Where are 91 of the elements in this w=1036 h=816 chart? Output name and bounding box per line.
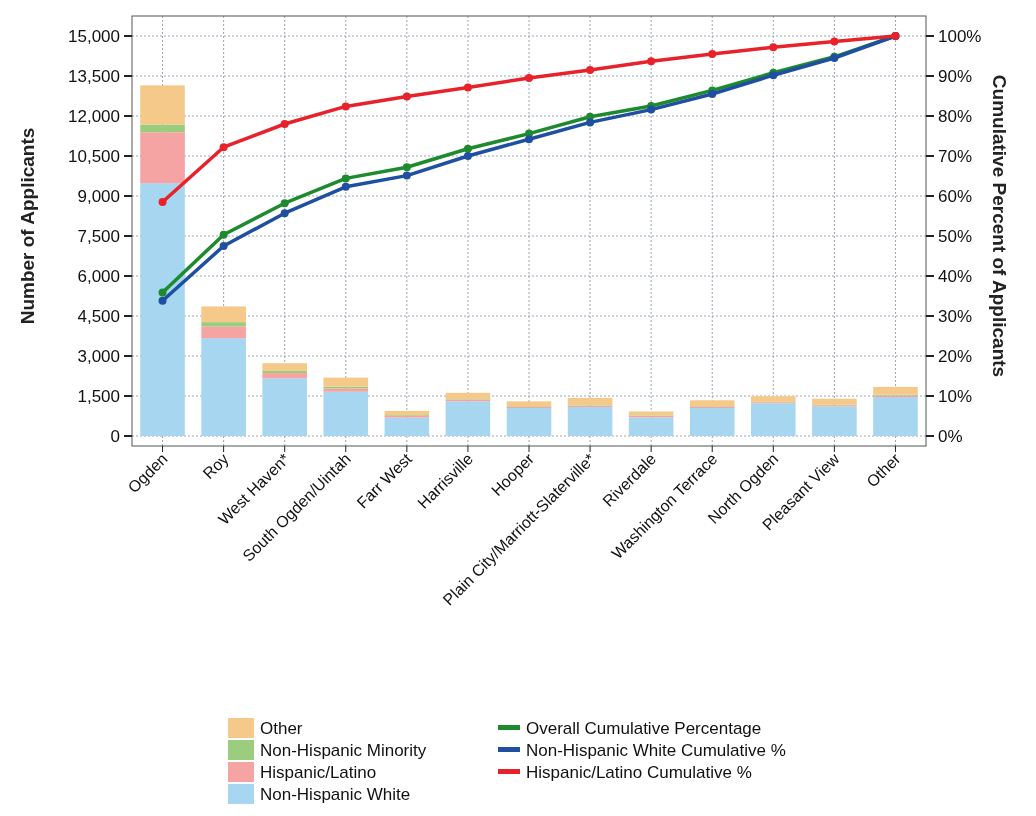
y2-tick-label: 40% xyxy=(938,266,973,286)
legend-label: Hispanic/Latino xyxy=(260,763,377,782)
point xyxy=(280,209,289,218)
y-tick-label: 13,500 xyxy=(68,66,120,86)
y2-tick-label: 20% xyxy=(938,346,973,366)
point xyxy=(219,143,228,152)
y-axis-title: Number of Applicants xyxy=(17,127,38,325)
point xyxy=(647,57,656,66)
y-tick-label: 6,000 xyxy=(77,266,120,286)
point xyxy=(708,90,717,98)
point xyxy=(463,144,472,153)
point xyxy=(586,66,595,74)
bar xyxy=(384,410,430,416)
bar xyxy=(323,391,369,436)
bar xyxy=(262,370,307,374)
legend-label: Non-Hispanic Minority xyxy=(260,741,427,760)
bar xyxy=(201,322,246,327)
bar xyxy=(140,124,185,133)
bar xyxy=(445,392,491,400)
y2-tick-label: 50% xyxy=(938,226,973,246)
point xyxy=(341,174,350,183)
point xyxy=(402,92,411,101)
y2-tick-label: 70% xyxy=(938,146,973,166)
bar xyxy=(140,132,185,184)
point xyxy=(158,288,167,297)
point xyxy=(586,118,595,127)
bar xyxy=(689,400,735,407)
point xyxy=(463,83,472,92)
bar xyxy=(812,406,857,436)
point xyxy=(525,74,533,82)
y2-tick-label: 100% xyxy=(938,26,982,46)
y2-tick-label: 60% xyxy=(938,186,973,206)
bar xyxy=(751,403,796,436)
point xyxy=(341,102,350,111)
bar xyxy=(140,183,185,436)
point xyxy=(402,171,411,180)
y-tick-label: 4,500 xyxy=(77,306,120,326)
bar xyxy=(384,417,430,436)
bar xyxy=(506,408,552,436)
point xyxy=(647,105,656,114)
point xyxy=(219,242,228,250)
bar xyxy=(628,411,674,416)
bar xyxy=(567,406,613,436)
y2-tick-label: 30% xyxy=(938,306,973,326)
bar xyxy=(445,401,491,436)
bar xyxy=(506,401,552,407)
y2-tick-label: 90% xyxy=(938,66,973,86)
bar xyxy=(201,326,246,339)
point xyxy=(708,50,717,58)
legend-label: Non-Hispanic White xyxy=(260,785,411,804)
point xyxy=(525,135,533,144)
y2-tick-label: 10% xyxy=(938,386,973,406)
bar xyxy=(873,397,918,436)
point xyxy=(280,199,289,208)
y2-tick-label: 0% xyxy=(938,426,963,446)
y-tick-label: 9,000 xyxy=(77,186,120,206)
bar xyxy=(628,417,674,436)
legend-label: Other xyxy=(260,719,303,738)
x-tick-label: Roy xyxy=(199,450,232,483)
point xyxy=(830,37,839,46)
bar xyxy=(201,306,246,323)
bar xyxy=(689,408,735,436)
bar xyxy=(262,378,307,436)
bar xyxy=(140,85,185,125)
bar xyxy=(873,386,918,395)
bar xyxy=(323,377,369,387)
y-tick-label: 3,000 xyxy=(77,346,120,366)
y-tick-label: 12,000 xyxy=(68,106,120,126)
bar xyxy=(262,373,307,379)
y2-axis-title: Cumulative Percent of Applicants xyxy=(989,74,1010,378)
bar xyxy=(201,338,246,436)
y-tick-label: 0 xyxy=(110,426,120,446)
point xyxy=(769,43,778,52)
y-tick-label: 7,500 xyxy=(77,226,120,246)
point xyxy=(158,198,167,206)
y-tick-label: 15,000 xyxy=(68,26,120,46)
point xyxy=(158,296,167,305)
point xyxy=(463,152,472,160)
y-tick-label: 10,500 xyxy=(68,146,120,166)
legend-label: Hispanic/Latino Cumulative % xyxy=(526,763,752,782)
point xyxy=(341,182,350,191)
legend-label: Non-Hispanic White Cumulative % xyxy=(526,741,786,760)
y2-tick-label: 80% xyxy=(938,106,973,126)
bar xyxy=(751,396,796,402)
bar xyxy=(262,363,307,371)
bar xyxy=(567,397,613,406)
legend-label: Overall Cumulative Percentage xyxy=(526,719,762,738)
point xyxy=(219,230,228,239)
y-tick-label: 1,500 xyxy=(77,386,120,406)
point xyxy=(402,163,411,172)
point xyxy=(280,120,289,128)
